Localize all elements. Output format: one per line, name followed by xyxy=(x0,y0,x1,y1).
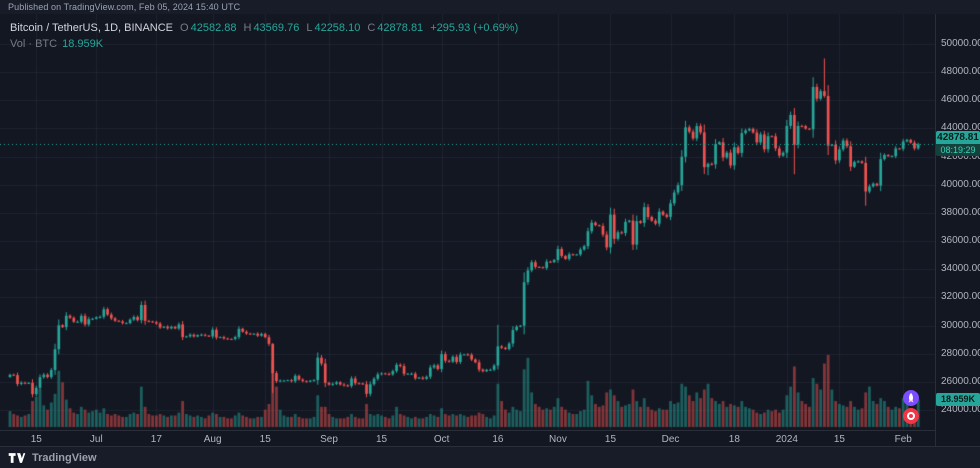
price-tick-label: 42000.00 xyxy=(941,150,980,162)
price-tick-label: 50000.00 xyxy=(941,37,980,49)
published-bar: Published on TradingView.com, Feb 05, 20… xyxy=(0,0,980,14)
open-label: O xyxy=(180,22,189,34)
time-tick-label: 15 xyxy=(833,434,845,445)
time-axis[interactable]: 15 Jul 17 Aug 15 Sep 15 Oct 16 Nov 15 Dec 18 2024 15 Fe… xyxy=(0,430,935,446)
price-axis[interactable]: 50000.00 48000.00 46000.00 44000.00 42000.00… xyxy=(935,14,980,446)
price-tick-label: 40000.00 xyxy=(941,178,980,190)
rocket-sticker-icon[interactable] xyxy=(903,390,919,406)
price-tick-label: 34000.00 xyxy=(941,263,980,275)
symbol-title[interactable]: Bitcoin / TetherUS, 1D, BINANCE xyxy=(10,22,174,34)
time-tick-label: Jul xyxy=(89,434,103,445)
volume-value: 18.959K xyxy=(62,38,104,50)
price-tick-label: 46000.00 xyxy=(941,94,980,106)
rocket-glyph xyxy=(908,393,914,403)
time-tick-label: 15 xyxy=(30,434,42,445)
price-tick-label: 44000.00 xyxy=(941,122,980,134)
footer-bar: TradingView xyxy=(0,446,980,468)
current-volume-badge: 18.959K xyxy=(936,392,980,406)
time-tick-label: Sep xyxy=(320,434,338,445)
low-value: 42258.10 xyxy=(314,22,361,34)
time-tick-label: 15 xyxy=(604,434,617,445)
price-tick-label: 38000.00 xyxy=(941,206,980,218)
published-text: Published on TradingView.com, Feb 05, 20… xyxy=(8,2,241,12)
price-tick-label: 48000.00 xyxy=(941,66,980,78)
high-value: 43569.76 xyxy=(253,22,300,34)
symbol-legend[interactable]: Bitcoin / TetherUS, 1D, BINANCE O 42582.88… xyxy=(10,21,518,35)
high-label: H xyxy=(243,22,252,34)
time-tick-label: 2024 xyxy=(775,434,798,445)
price-tick-label: 32000.00 xyxy=(941,291,980,303)
tradingview-logo-icon[interactable] xyxy=(8,452,26,464)
time-tick-label: Oct xyxy=(433,434,450,445)
bar-countdown: 08:19:29 xyxy=(936,144,980,157)
price-tick-label: 30000.00 xyxy=(941,319,980,331)
price-tick-label: 36000.00 xyxy=(941,235,980,247)
current-price-badge: 42878.81 08:19:29 xyxy=(936,131,980,157)
change-value: +295.93 (+0.69%) xyxy=(430,22,519,34)
price-tick-label: 26000.00 xyxy=(941,375,980,387)
time-tick-label: Aug xyxy=(203,434,222,445)
current-price-value: 42878.81 xyxy=(936,131,980,145)
price-chart-canvas[interactable] xyxy=(0,14,980,430)
time-tick-label: 15 xyxy=(375,434,388,445)
time-tick-label: Dec xyxy=(661,434,680,445)
time-tick-label: Nov xyxy=(549,434,567,445)
time-tick-label: Feb xyxy=(894,434,912,445)
volume-label: Vol · BTC xyxy=(10,38,58,50)
close-value: 42878.81 xyxy=(377,22,424,34)
time-tick-label: 18 xyxy=(728,434,740,445)
price-tick-label: 24000.00 xyxy=(941,404,980,415)
record-sticker-icon[interactable] xyxy=(903,408,919,424)
close-label: C xyxy=(367,22,376,34)
low-label: L xyxy=(306,22,313,34)
time-tick-label: 17 xyxy=(150,434,162,445)
open-value: 42582.88 xyxy=(190,22,237,34)
time-tick-label: 16 xyxy=(492,434,504,445)
price-tick-label: 28000.00 xyxy=(941,347,980,359)
footer-brand-text[interactable]: TradingView xyxy=(32,451,97,464)
record-glyph xyxy=(907,412,915,420)
time-tick-label: 15 xyxy=(259,434,271,445)
volume-legend[interactable]: Vol · BTC 18.959K xyxy=(10,37,103,51)
